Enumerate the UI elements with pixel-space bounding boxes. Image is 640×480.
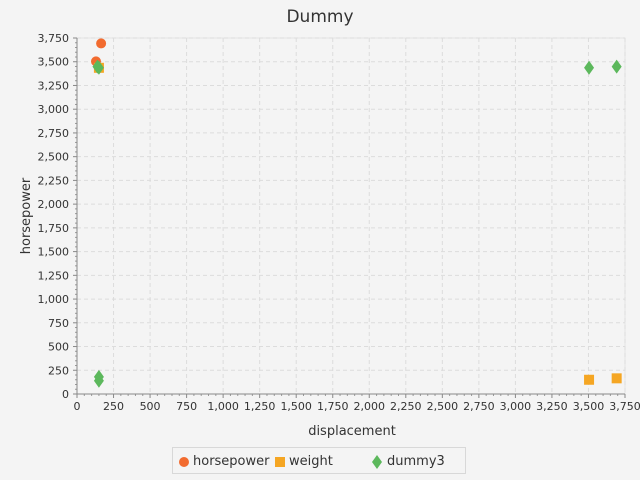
legend-label: weight bbox=[289, 454, 333, 469]
x-tick-label: 3,000 bbox=[500, 400, 532, 413]
data-points bbox=[90, 38, 622, 388]
y-tick-label: 3,500 bbox=[38, 56, 70, 69]
x-tick-label: 1,250 bbox=[244, 400, 276, 413]
data-point-weight bbox=[611, 373, 622, 384]
y-tick-label: 2,000 bbox=[38, 198, 70, 211]
x-tick-label: 1,000 bbox=[207, 400, 239, 413]
plot-area bbox=[76, 37, 626, 395]
axes: 0 250 500 750 1,000 1,250 1,500 1,750 2,000 2,250… bbox=[38, 32, 640, 413]
x-axis-label: displacement bbox=[308, 424, 396, 439]
y-tick-label: 2,250 bbox=[38, 174, 70, 187]
legend-label: horsepower bbox=[193, 454, 270, 469]
y-tick-label: 1,500 bbox=[38, 246, 70, 259]
x-tick-label: 2,250 bbox=[390, 400, 422, 413]
grid bbox=[76, 37, 626, 395]
x-tick-label: 250 bbox=[103, 400, 124, 413]
y-tick-label: 2,750 bbox=[38, 127, 70, 140]
x-tick-label: 2,000 bbox=[354, 400, 386, 413]
data-point-dummy3 bbox=[584, 60, 595, 75]
x-tick-label: 500 bbox=[140, 400, 161, 413]
x-tick-label: 2,500 bbox=[427, 400, 459, 413]
y-tick-label: 3,750 bbox=[38, 32, 70, 45]
diamond-icon bbox=[372, 454, 382, 469]
data-point-horsepower bbox=[96, 38, 107, 49]
square-icon bbox=[275, 456, 285, 467]
data-point-dummy3 bbox=[611, 59, 622, 74]
x-tick-label: 3,500 bbox=[573, 400, 605, 413]
legend: horsepower weight dummy3 bbox=[172, 447, 466, 474]
y-tick-label: 1,250 bbox=[38, 269, 70, 282]
data-point-dummy3 bbox=[93, 369, 104, 384]
legend-item-dummy3: dummy3 bbox=[371, 454, 445, 469]
circle-icon bbox=[179, 456, 189, 467]
y-tick-label: 3,000 bbox=[38, 103, 70, 116]
y-tick-label: 0 bbox=[62, 388, 69, 401]
legend-item-weight: weight bbox=[275, 454, 333, 469]
y-tick-label: 750 bbox=[48, 317, 69, 330]
y-tick-label: 2,500 bbox=[38, 151, 70, 164]
legend-item-horsepower: horsepower bbox=[179, 454, 270, 469]
y-tick-label: 1,000 bbox=[38, 293, 70, 306]
x-tick-label: 1,750 bbox=[317, 400, 349, 413]
x-tick-label: 2,750 bbox=[463, 400, 495, 413]
x-tick-label: 3,750 bbox=[609, 400, 640, 413]
y-tick-label: 250 bbox=[48, 364, 69, 377]
x-tick-label: 750 bbox=[176, 400, 197, 413]
y-axis-label: horsepower bbox=[19, 177, 34, 254]
y-tick-label: 500 bbox=[48, 341, 69, 354]
data-point-weight bbox=[584, 374, 595, 385]
chart-title: Dummy bbox=[286, 7, 354, 27]
x-tick-label: 1,500 bbox=[280, 400, 312, 413]
legend-label: dummy3 bbox=[387, 454, 445, 469]
y-tick-label: 1,750 bbox=[38, 222, 70, 235]
x-tick-label: 3,250 bbox=[536, 400, 568, 413]
data-point-dummy3 bbox=[93, 60, 104, 75]
y-tick-label: 3,250 bbox=[38, 79, 70, 92]
x-tick-label: 0 bbox=[74, 400, 81, 413]
